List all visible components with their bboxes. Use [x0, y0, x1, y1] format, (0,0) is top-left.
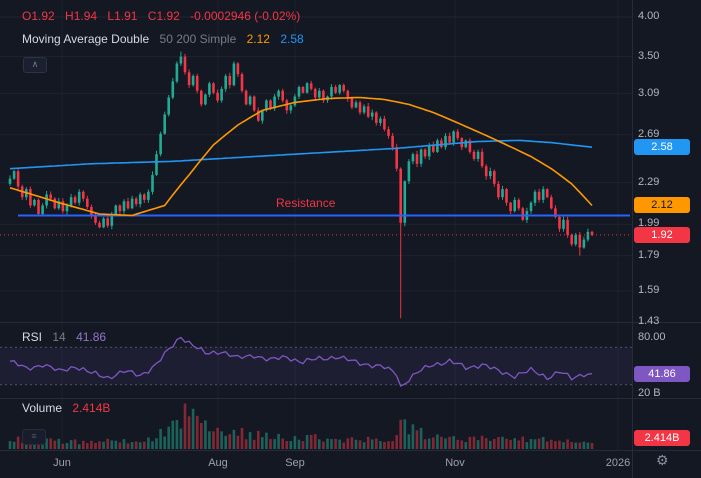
- ma-indicator-legend[interactable]: Moving Average Double 50 200 Simple 2.12…: [22, 32, 311, 46]
- pane-divider-volume: [0, 398, 701, 399]
- chart-canvas[interactable]: [0, 0, 632, 450]
- ma-legend-title: Moving Average Double: [22, 32, 150, 46]
- ohlc-change: -0.0002946 (-0.02%): [190, 9, 301, 23]
- ohlc-high: H1.94: [65, 9, 98, 23]
- price-axis-label: 1.79: [638, 249, 660, 261]
- price-axis-label: 3.09: [638, 87, 660, 99]
- settings-button[interactable]: ⚙: [656, 452, 669, 469]
- price-axis-label: 1.99: [638, 217, 660, 229]
- price-axis-label: 1.43: [638, 315, 660, 327]
- volume-indicator-legend[interactable]: Volume 2.414B: [22, 401, 117, 415]
- resistance-label: Resistance: [276, 196, 336, 210]
- volume-value: 2.414B: [72, 401, 111, 415]
- rsi-indicator-legend[interactable]: RSI 14 41.86: [22, 330, 113, 344]
- ma200-value: 2.58: [280, 32, 304, 46]
- collapse-pane-button[interactable]: ∧: [23, 57, 47, 73]
- menu-icon: ≡: [31, 431, 37, 441]
- time-axis-label: Jun: [53, 457, 71, 469]
- price-axis-label: 2.69: [638, 128, 660, 140]
- ohlc-low: L1.91: [107, 9, 138, 23]
- ma-legend-params: 50 200 Simple: [159, 32, 237, 46]
- time-axis-divider: [0, 450, 701, 451]
- ohlc-close: C1.92: [147, 9, 180, 23]
- time-axis-label: Sep: [285, 457, 305, 469]
- price-badge-last: 1.92: [634, 227, 690, 243]
- volume-badge: 2.414B: [634, 430, 690, 446]
- price-axis-divider: [632, 0, 633, 478]
- volume-legend-title: Volume: [22, 401, 63, 415]
- gear-icon: ⚙: [656, 452, 669, 468]
- rsi-value: 41.86: [76, 330, 107, 344]
- price-axis-label: 2.29: [638, 176, 660, 188]
- pane-divider-rsi: [0, 322, 701, 323]
- rsi-legend-title: RSI: [22, 330, 43, 344]
- ohlc-open: O1.92: [22, 9, 55, 23]
- rsi-legend-params: 14: [52, 330, 66, 344]
- pane-menu-button[interactable]: ≡: [22, 429, 46, 445]
- price-badge-ma50: 2.12: [634, 197, 690, 213]
- price-axis-label: 1.59: [638, 284, 660, 296]
- rsi-badge: 41.86: [634, 366, 690, 382]
- time-axis-label: Nov: [445, 457, 465, 469]
- ohlc-legend: O1.92 H1.94 L1.91 C1.92 -0.0002946 (-0.0…: [22, 9, 307, 23]
- price-badge-ma200: 2.58: [634, 139, 690, 155]
- ma50-value: 2.12: [246, 32, 270, 46]
- rsi-axis-bottom-label: 20 B: [638, 387, 661, 399]
- time-axis-label: Aug: [208, 457, 228, 469]
- price-axis-label: 4.00: [638, 10, 660, 22]
- time-axis-label: 2026: [605, 457, 631, 469]
- chevron-up-icon: ∧: [31, 59, 39, 69]
- price-axis-label: 3.50: [638, 50, 660, 62]
- rsi-axis-top-label: 80.00: [638, 331, 666, 343]
